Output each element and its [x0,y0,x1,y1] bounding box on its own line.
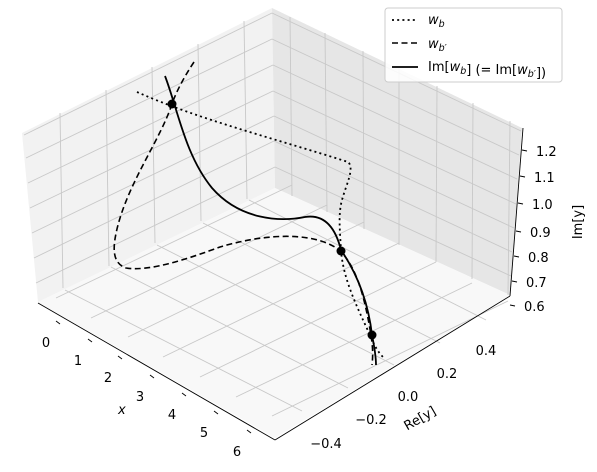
x-tick-label: 3 [136,390,144,405]
y-axis-line [274,295,511,441]
y-tick-label: 0.0 [398,390,419,405]
grid-lines [23,12,522,417]
x-ticks: 0 1 2 3 4 5 6 [42,320,252,460]
x-tick-mark [55,320,61,325]
z-tick-label: 0.8 [528,251,549,266]
x-tick-label: 5 [200,426,208,441]
intersection-point [336,246,346,256]
z-tick-mark [513,255,520,258]
x-tick-mark [181,392,187,397]
intersection-point [367,330,377,340]
y-axis-label: Re[y] [402,404,439,434]
z-tick-mark [517,202,524,205]
x-axis-line [37,302,276,441]
x-tick-mark [213,410,219,415]
x-tick-label: 2 [104,371,112,386]
z-tick-label: 0.6 [524,300,545,315]
legend-label-w_b: wb [428,13,445,30]
x-tick-label: 6 [233,445,241,460]
y-ticks: −0.4 −0.2 0.0 0.2 0.4 [310,344,496,452]
y-tick-label: 0.4 [476,344,497,359]
pane-left [22,8,275,302]
series-line-w_b [136,91,384,358]
x-tick-mark [117,355,123,360]
z-tick-label: 0.9 [530,226,551,241]
z-axis-line [509,127,524,297]
legend-label-w_b-prime: wb′ [428,37,448,54]
z-tick-mark [515,230,522,233]
y-tick-label: −0.2 [355,413,387,428]
z-tick-label: 1.1 [534,171,555,186]
x-tick-mark [246,429,252,434]
legend: wb wb′ Im[wb] (= Im[wb′]) [384,7,563,83]
z-tick-mark [521,149,528,152]
z-tick-mark [509,304,516,307]
intersection-point [167,99,177,109]
z-ticks: 0.6 0.7 0.8 0.9 1.0 1.1 1.2 [509,145,557,315]
x-tick-mark [87,338,93,343]
z-axis-label: Im[y] [571,205,586,239]
series-line-w_b-prime [113,61,374,366]
pane-right [272,8,522,295]
z-tick-label: 1.0 [532,198,553,213]
z-tick-label: 0.7 [526,276,547,291]
z-tick-mark [511,280,518,283]
z-tick-mark [519,175,526,178]
x-tick-label: 1 [74,354,82,369]
legend-box [384,7,563,83]
y-tick-label: −0.4 [310,437,342,452]
x-axis-label: x [117,403,126,418]
legend-label-im-w_b: Im[wb] (= Im[wb′]) [428,60,546,81]
x-tick-label: 4 [168,408,176,423]
z-tick-label: 1.2 [536,145,557,160]
y-tick-label: 0.2 [437,367,458,382]
x-tick-mark [149,374,155,379]
x-tick-label: 0 [42,336,50,351]
